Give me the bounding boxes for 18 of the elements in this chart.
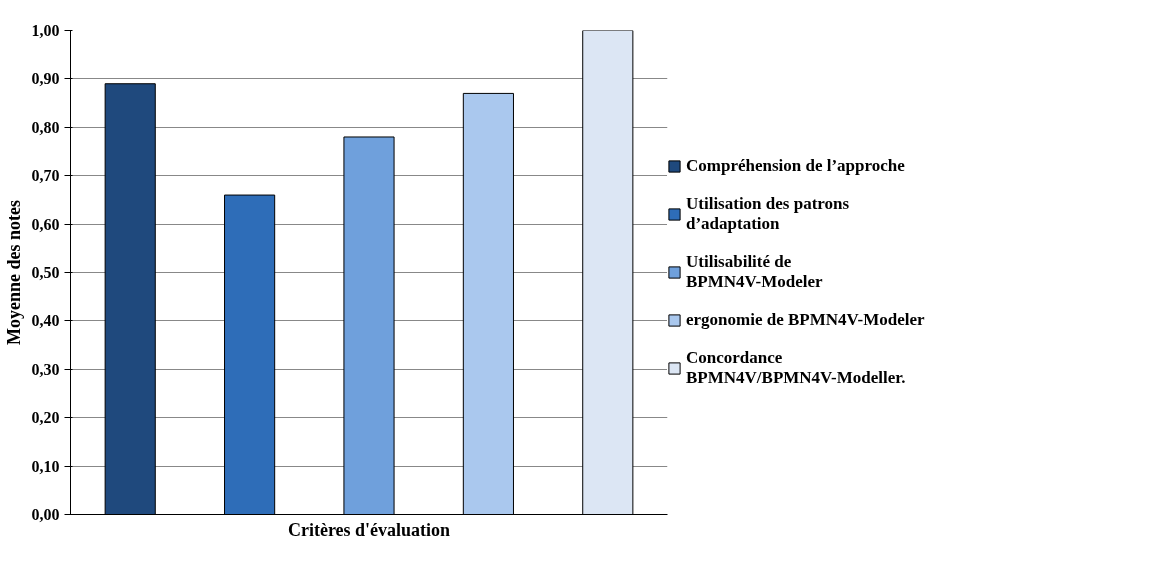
y-tick-label: 0,60 — [31, 215, 60, 233]
y-tick-label: 0,80 — [31, 118, 60, 136]
legend-label: ergonomie de BPMN4V-Modeler — [686, 310, 925, 330]
y-tick-label: 0,00 — [31, 506, 60, 523]
legend-label: Utilisabilité de BPMN4V-Modeler — [686, 252, 823, 292]
legend-label: Utilisation des patrons d’adaptation — [686, 194, 850, 234]
legend-label: Concordance BPMN4V/BPMN4V-Modeller. — [686, 348, 906, 388]
y-tick-label: 0,20 — [31, 409, 60, 427]
y-tick-label: 0,50 — [31, 264, 60, 281]
legend-label: Compréhension de l’approche — [686, 156, 905, 176]
y-axis-title: Moyenne des notes — [3, 200, 24, 345]
y-tick-label: 0,10 — [31, 457, 60, 475]
y-tick-label: 0,40 — [31, 312, 60, 330]
y-tick-label: 1,00 — [31, 22, 60, 39]
y-tick-label: 0,30 — [31, 360, 60, 378]
y-tick-label: 0,70 — [31, 167, 60, 185]
x-axis-title: Critères d'évaluation — [287, 519, 451, 540]
y-tick-label: 0,90 — [31, 70, 60, 88]
